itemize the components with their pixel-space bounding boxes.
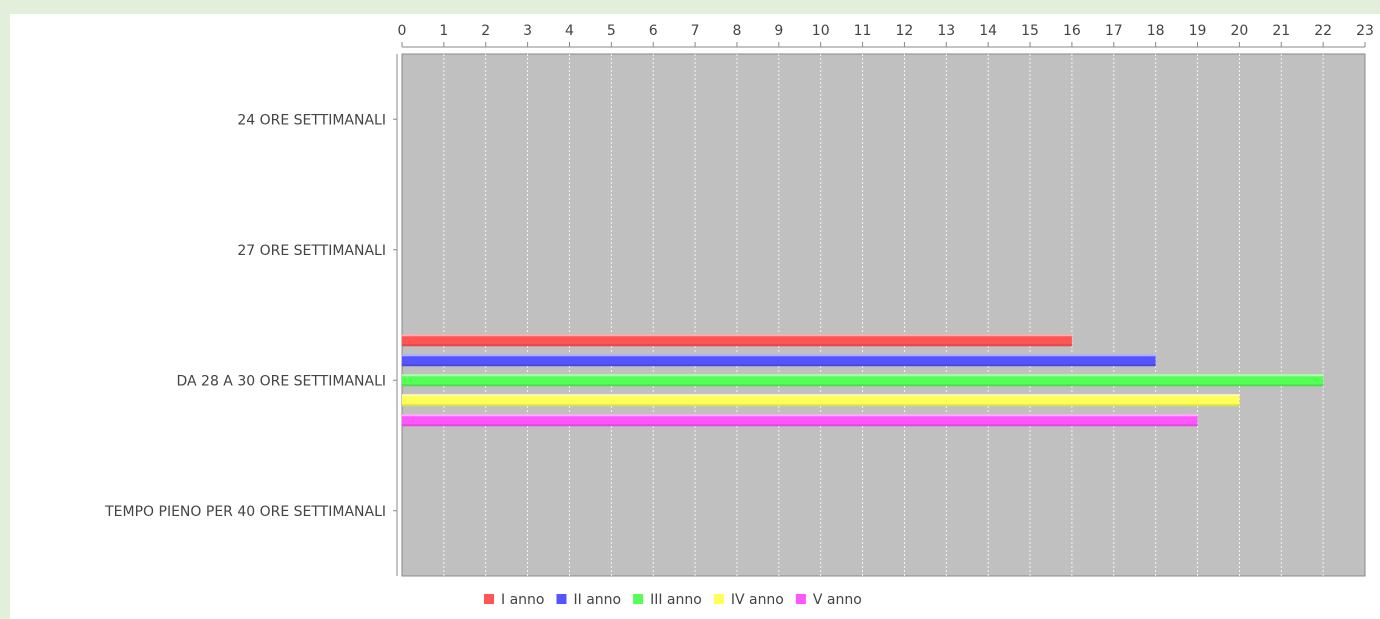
x-tick-label: 17	[1105, 23, 1123, 39]
y-category-label: TEMPO PIENO PER 40 ORE SETTIMANALI	[104, 504, 386, 520]
legend-label: III anno	[650, 592, 702, 608]
x-tick-label: 6	[649, 23, 658, 39]
x-tick-label: 22	[1314, 23, 1332, 39]
legend: I anno II anno III anno IV anno V anno	[484, 592, 862, 608]
y-category-label: 27 ORE SETTIMANALI	[237, 243, 386, 259]
x-tick-label: 3	[523, 23, 532, 39]
legend-swatch	[713, 594, 724, 604]
bar	[402, 354, 1156, 367]
plot-area	[401, 53, 1366, 577]
x-tick-label: 21	[1272, 23, 1290, 39]
x-tick-label: 2	[481, 23, 490, 39]
bar	[402, 414, 1198, 427]
x-tick-label: 11	[854, 23, 872, 39]
axes: 0 1 2 3 4 5 6 7 8 9 10 11 12 13 14 15 16 17 18 19 20 21 22 2324…	[104, 23, 1374, 576]
page-frame-top	[0, 0, 1380, 14]
bar-highlight	[402, 354, 1156, 357]
x-tick-label: 7	[691, 23, 700, 39]
bar-shade	[402, 424, 1198, 427]
x-tick-label: 13	[937, 23, 955, 39]
x-tick-label: 8	[732, 23, 741, 39]
legend-swatch	[633, 594, 644, 604]
bar-shade	[402, 384, 1324, 387]
legend-swatch	[795, 594, 806, 604]
legend-swatch	[484, 594, 494, 604]
x-tick-label: 14	[979, 23, 997, 39]
legend-label: V anno	[813, 592, 862, 608]
page-frame-left	[0, 0, 10, 619]
x-tick-label: 12	[896, 23, 914, 39]
x-tick-label: 23	[1356, 23, 1374, 39]
bar-highlight	[402, 394, 1240, 397]
x-tick-label: 15	[1021, 23, 1039, 39]
bar-highlight	[402, 374, 1324, 377]
x-tick-label: 4	[565, 23, 574, 39]
x-tick-label: 18	[1147, 23, 1165, 39]
grid-lines	[443, 54, 1324, 576]
bar-highlight	[402, 334, 1072, 337]
x-tick-label: 5	[607, 23, 616, 39]
bar	[402, 394, 1240, 407]
legend-swatch	[556, 594, 567, 604]
bar-shade	[402, 404, 1240, 407]
bar-shade	[402, 344, 1072, 347]
y-category-label: DA 28 A 30 ORE SETTIMANALI	[176, 373, 386, 389]
legend-label: I anno	[501, 592, 544, 608]
x-tick-label: 16	[1063, 23, 1081, 39]
x-tick-label: 1	[439, 23, 448, 39]
y-category-label: 24 ORE SETTIMANALI	[237, 112, 386, 128]
legend-label: IV anno	[731, 592, 784, 608]
x-tick-label: 10	[812, 23, 830, 39]
bar	[402, 374, 1324, 387]
bars	[402, 334, 1324, 427]
x-tick-label: 19	[1189, 23, 1207, 39]
bar	[402, 334, 1072, 347]
x-tick-label: 9	[774, 23, 783, 39]
legend-label: II anno	[573, 592, 621, 608]
x-tick-label: 0	[398, 23, 407, 39]
x-tick-label: 20	[1230, 23, 1248, 39]
bar-highlight	[402, 414, 1198, 417]
bar-shade	[402, 364, 1156, 367]
